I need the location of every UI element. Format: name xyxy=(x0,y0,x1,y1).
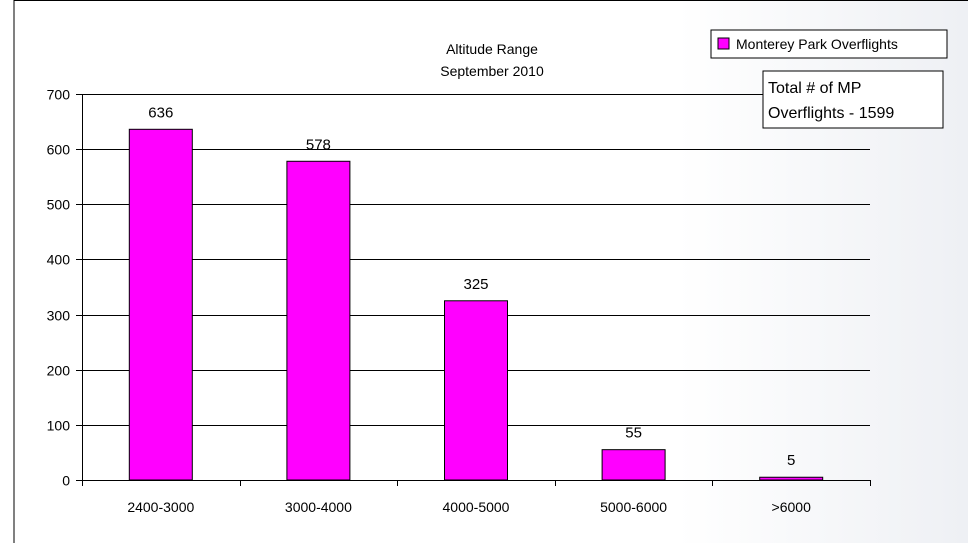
y-tick-label: 300 xyxy=(47,308,71,324)
y-tick-label: 0 xyxy=(62,473,70,489)
y-tick-label: 200 xyxy=(47,363,71,379)
y-tick-label: 100 xyxy=(47,418,71,434)
data-label: 636 xyxy=(148,104,173,121)
annotation-box xyxy=(762,70,944,129)
legend: Monterey Park Overflights xyxy=(710,29,948,59)
data-label: 578 xyxy=(306,136,331,153)
annotation-line-2: Overflights - 1599 xyxy=(768,105,894,122)
x-tick-label: 5000-6000 xyxy=(600,499,667,515)
data-label: 55 xyxy=(625,425,642,442)
bar xyxy=(601,449,666,481)
bar xyxy=(759,476,824,481)
legend-box xyxy=(710,29,948,59)
y-tick-labels: 0 100 200 300 400 500 600 700 xyxy=(47,87,71,489)
bar xyxy=(286,160,351,481)
chart-subtitle: September 2010 xyxy=(440,63,544,79)
x-tick-label: 3000-4000 xyxy=(285,499,352,515)
data-label: 5 xyxy=(787,452,795,469)
x-tick-labels: 2400-3000 3000-4000 4000-5000 5000-6000 >600… xyxy=(127,499,811,515)
x-tick-label: 4000-5000 xyxy=(443,499,510,515)
annotation-line-1: Total # of MP xyxy=(768,80,861,97)
axes xyxy=(76,94,871,486)
chart-title: Altitude Range xyxy=(446,41,538,57)
legend-swatch xyxy=(717,37,730,50)
bar xyxy=(444,300,508,481)
data-label: 325 xyxy=(463,276,488,293)
x-tick-label: 2400-3000 xyxy=(127,499,194,515)
y-tick-label: 700 xyxy=(47,87,71,103)
y-tick-label: 600 xyxy=(47,142,71,158)
x-tick-label: >6000 xyxy=(772,499,812,515)
total-annotation: Total # of MP Overflights - 1599 xyxy=(762,70,944,129)
bars xyxy=(128,128,824,481)
legend-label: Monterey Park Overflights xyxy=(736,36,898,52)
y-tick-label: 500 xyxy=(47,197,71,213)
bar xyxy=(128,128,193,481)
y-tick-label: 400 xyxy=(47,252,71,268)
